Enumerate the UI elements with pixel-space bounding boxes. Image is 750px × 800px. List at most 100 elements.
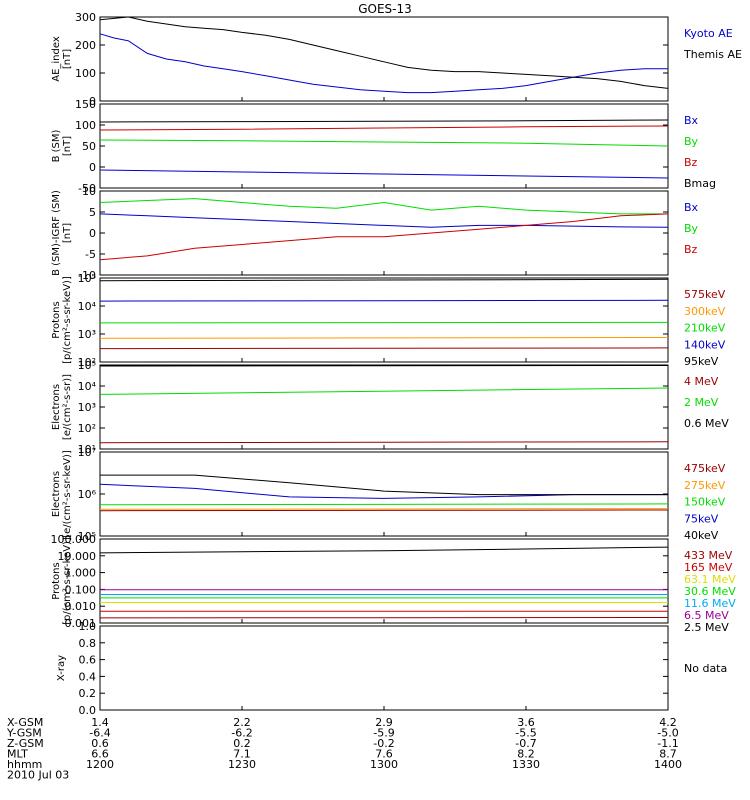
y-tick-label: 100 xyxy=(75,119,96,132)
y-tick-label: 10.000 xyxy=(58,550,97,563)
footer-value: -5.9 xyxy=(373,727,394,740)
y-axis-label: Electrons xyxy=(51,384,62,430)
y-tick-label: 100.000 xyxy=(51,533,97,546)
y-tick-label: 10⁴ xyxy=(78,380,97,393)
y-tick-label: 10³ xyxy=(78,401,96,414)
panel-frame xyxy=(99,364,669,450)
legend-entry: 6.5 MeV xyxy=(684,609,729,622)
legend-entry: 75keV xyxy=(684,512,719,525)
series-line-4-mev xyxy=(99,441,669,444)
panel-frame xyxy=(99,625,669,711)
plot-title: GOES-13 xyxy=(358,2,412,16)
series-line-0.6-mev xyxy=(99,365,669,367)
footer-value: 7.1 xyxy=(233,748,251,761)
legend-entry: Bz xyxy=(684,243,698,256)
footer-row-label: Z-GSM xyxy=(7,737,44,750)
y-tick-label: 10⁵ xyxy=(78,530,96,543)
footer-value: 0.2 xyxy=(233,737,251,750)
y-tick-label: 1.000 xyxy=(65,567,97,580)
panel-1: 0 100 200 300 AE_index [nT] Kyoto AE Themis AE xyxy=(51,11,742,108)
y-axis-label: [nT] xyxy=(62,223,73,243)
legend-entry: Themis AE xyxy=(683,48,742,61)
y-tick-label: 0 xyxy=(89,227,96,240)
legend-entry: 433 MeV xyxy=(684,549,733,562)
y-tick-label: 100 xyxy=(75,67,96,80)
y-tick-label: 0.2 xyxy=(79,687,97,700)
y-tick-label: 0 xyxy=(89,161,96,174)
y-axis-label: Electrons xyxy=(51,471,62,517)
series-line-themis-ae xyxy=(99,16,669,89)
legend-entry: By xyxy=(684,135,699,148)
y-tick-label: 10⁵ xyxy=(78,359,96,372)
y-tick-label: 10 xyxy=(82,185,96,198)
panel-8: 0.0 0.2 0.4 0.6 0.8 1.0 X-ray No data xyxy=(56,620,727,717)
series-line-210kev xyxy=(99,321,669,324)
y-tick-label: 0.8 xyxy=(79,637,97,650)
footer-row-label: X-GSM xyxy=(7,716,43,729)
panel-frame xyxy=(99,538,669,624)
y-tick-label: 150 xyxy=(75,98,96,111)
y-tick-label: 0.010 xyxy=(65,600,97,613)
series-line-bz xyxy=(99,213,669,261)
legend-entry: 140keV xyxy=(684,338,726,351)
series-line-275kev xyxy=(99,508,669,510)
y-tick-label: 0 xyxy=(89,95,96,108)
y-tick-label: 0.100 xyxy=(65,583,97,596)
series-line-575kev xyxy=(99,347,669,350)
legend-entry: Bx xyxy=(684,114,699,127)
y-tick-label: -10 xyxy=(78,269,96,282)
y-tick-label: 50 xyxy=(82,140,96,153)
footer-value: -0.2 xyxy=(373,737,394,750)
series-line-bz xyxy=(99,125,669,131)
legend-entry: 275keV xyxy=(684,479,726,492)
y-tick-label: 0.001 xyxy=(65,617,97,630)
footer-value: 1330 xyxy=(512,758,540,771)
y-tick-label: 10³ xyxy=(78,328,96,341)
y-tick-label: 0.4 xyxy=(79,670,97,683)
y-axis-label: AE_index xyxy=(51,36,62,82)
y-tick-label: 10⁶ xyxy=(78,488,97,501)
footer-value: 3.6 xyxy=(517,716,535,729)
legend-entry: 40keV xyxy=(684,529,719,542)
legend-entry: 2 MeV xyxy=(684,396,719,409)
legend-entry: By xyxy=(684,222,699,235)
y-tick-label: 5 xyxy=(89,206,96,219)
footer-date: 2010 Jul 03 xyxy=(7,769,69,782)
footer-value: 1230 xyxy=(228,758,256,771)
legend-entry: 210keV xyxy=(684,322,726,335)
y-tick-label: 200 xyxy=(75,39,96,52)
legend-entry: 11.6 MeV xyxy=(684,597,736,610)
footer-value: 1200 xyxy=(86,758,114,771)
footer-value: -6.4 xyxy=(89,727,110,740)
y-tick-label: 10⁴ xyxy=(78,300,97,313)
y-axis-label: Protons xyxy=(51,301,62,338)
footer-value: -0.7 xyxy=(515,737,536,750)
footer-value: -6.2 xyxy=(231,727,252,740)
footer-row-label: hhmm xyxy=(7,758,42,771)
footer-value: 4.2 xyxy=(659,716,677,729)
no-data-note: No data xyxy=(684,662,727,675)
series-line-2-mev xyxy=(99,387,669,395)
y-axis-label: B (SM) xyxy=(51,129,62,162)
footer-value: -5.0 xyxy=(657,727,678,740)
legend-entry: Kyoto AE xyxy=(684,27,733,40)
legend-entry: 150keV xyxy=(684,496,726,509)
y-axis-label: [p/(cm²-s-sr-keV)] xyxy=(62,276,73,364)
y-tick-label: 1.0 xyxy=(79,620,97,633)
series-line-bx xyxy=(99,213,669,228)
series-line-140kev xyxy=(99,299,669,302)
y-axis-label: [p/(cm²-s-sr-keV)] xyxy=(62,537,73,625)
panel-frame xyxy=(99,103,669,189)
legend-entry: Bx xyxy=(684,201,699,214)
legend-entry: 30.6 MeV xyxy=(684,585,736,598)
y-tick-label: 10⁷ xyxy=(78,446,96,459)
y-tick-label: 10¹ xyxy=(78,443,96,456)
legend-entry: 4 MeV xyxy=(684,375,719,388)
y-axis-label: X-ray xyxy=(56,655,67,681)
panel-frame xyxy=(99,451,669,537)
legend-entry: 575keV xyxy=(684,288,726,301)
footer-row-label: MLT xyxy=(7,748,28,761)
